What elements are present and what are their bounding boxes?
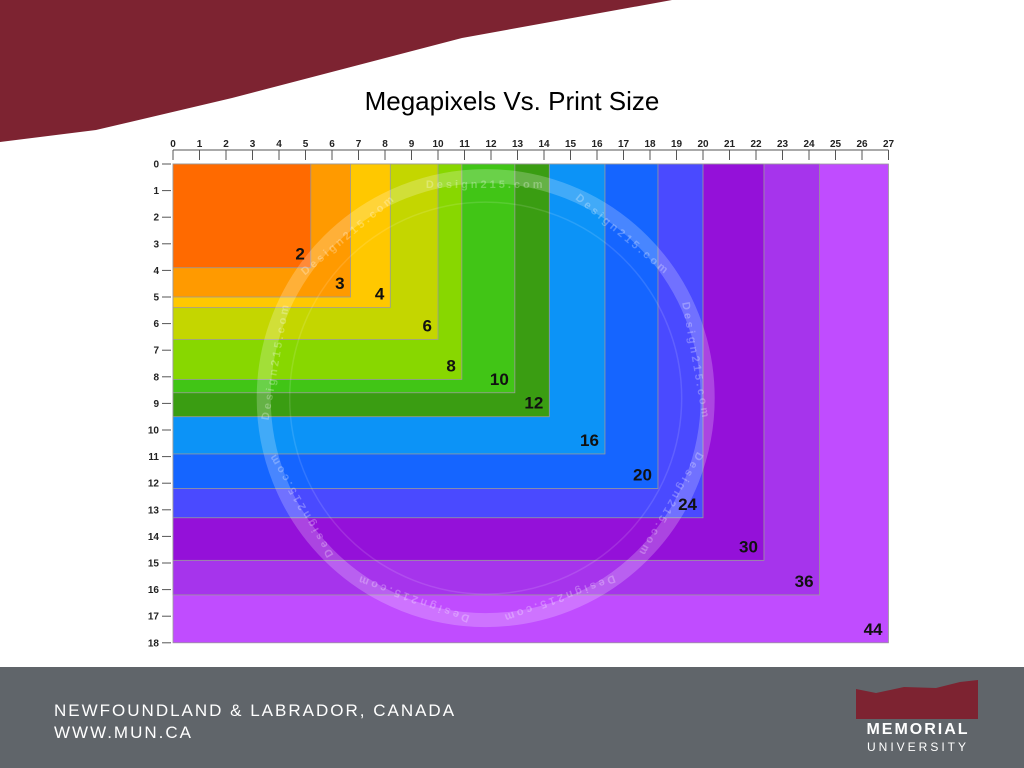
logo-flag-icon bbox=[856, 680, 978, 719]
x-tick-label: 26 bbox=[856, 139, 868, 150]
footer-url[interactable]: WWW.MUN.CA bbox=[54, 723, 193, 742]
y-tick-label: 6 bbox=[153, 319, 159, 330]
area-label-44: 44 bbox=[864, 620, 883, 639]
area-label-10: 10 bbox=[490, 370, 509, 389]
logo-subtitle: UNIVERSITY bbox=[866, 740, 969, 754]
y-tick-label: 10 bbox=[148, 426, 160, 437]
x-tick-label: 27 bbox=[883, 139, 895, 150]
x-tick-label: 3 bbox=[250, 139, 256, 150]
area-label-8: 8 bbox=[446, 356, 455, 375]
y-tick-label: 0 bbox=[153, 160, 159, 171]
watermark-ring bbox=[256, 169, 715, 628]
x-tick-label: 19 bbox=[671, 139, 683, 150]
x-tick-label: 10 bbox=[432, 139, 444, 150]
y-tick-label: 12 bbox=[148, 479, 160, 490]
x-tick-label: 5 bbox=[303, 139, 309, 150]
area-label-36: 36 bbox=[795, 572, 814, 591]
area-label-3: 3 bbox=[335, 274, 344, 293]
x-tick-label: 20 bbox=[697, 139, 709, 150]
header-banner bbox=[0, 0, 672, 142]
y-tick-label: 16 bbox=[148, 585, 160, 596]
x-tick-label: 21 bbox=[724, 139, 736, 150]
footer-region: NEWFOUNDLAND & LABRADOR, CANADA bbox=[54, 701, 457, 720]
area-label-6: 6 bbox=[423, 317, 432, 336]
chart-areas bbox=[172, 163, 889, 644]
print-size-chart: Design215.comDesign215.comDesign215.comD… bbox=[148, 139, 895, 649]
x-tick-label: 25 bbox=[830, 139, 842, 150]
y-tick-label: 13 bbox=[148, 505, 160, 516]
university-logo: MEMORIAL UNIVERSITY bbox=[856, 679, 986, 767]
y-tick-label: 4 bbox=[153, 266, 159, 277]
x-tick-label: 14 bbox=[538, 139, 550, 150]
area-label-12: 12 bbox=[524, 394, 543, 413]
x-tick-label: 4 bbox=[276, 139, 282, 150]
logo-flag-shape bbox=[856, 680, 978, 719]
x-tick-label: 9 bbox=[409, 139, 415, 150]
x-tick-label: 23 bbox=[777, 139, 789, 150]
area-2mp bbox=[172, 163, 312, 269]
y-tick-label: 14 bbox=[148, 532, 160, 543]
x-tick-label: 0 bbox=[170, 139, 176, 150]
area-label-20: 20 bbox=[633, 466, 652, 485]
x-tick-label: 13 bbox=[512, 139, 524, 150]
area-label-4: 4 bbox=[375, 285, 385, 304]
x-tick-label: 22 bbox=[750, 139, 762, 150]
x-tick-label: 12 bbox=[485, 139, 497, 150]
x-tick-label: 1 bbox=[197, 139, 203, 150]
area-label-24: 24 bbox=[678, 495, 697, 514]
chart-area-labels: 44 36 30 24 20 16 12 10 8 6 4 3 2 bbox=[295, 245, 883, 639]
area-label-16: 16 bbox=[580, 431, 599, 450]
y-tick-label: 9 bbox=[153, 399, 159, 410]
watermark-text: Design215.com bbox=[426, 179, 546, 191]
watermark-ring-inner bbox=[288, 201, 683, 595]
area-label-2: 2 bbox=[295, 245, 304, 264]
y-tick-label: 3 bbox=[153, 239, 159, 250]
x-tick-label: 11 bbox=[459, 139, 470, 150]
y-tick-label: 8 bbox=[153, 372, 159, 383]
y-tick-label: 5 bbox=[153, 293, 159, 304]
footer-bar: NEWFOUNDLAND & LABRADOR, CANADA WWW.MUN.… bbox=[0, 667, 1024, 768]
x-tick-label: 16 bbox=[591, 139, 603, 150]
y-tick-label: 17 bbox=[148, 612, 160, 623]
x-tick-label: 6 bbox=[329, 139, 335, 150]
x-tick-label: 8 bbox=[382, 139, 388, 150]
y-tick-label: 7 bbox=[153, 346, 159, 357]
chart-axes: 0 1 2 3 4 5 6 7 8 9 10 11 12 13 14 15 16 17 18 19 20 21 22 23 24… bbox=[148, 139, 895, 649]
x-tick-label: 2 bbox=[223, 139, 229, 150]
y-tick-label: 15 bbox=[148, 559, 160, 570]
logo-name: MEMORIAL bbox=[866, 721, 970, 738]
banner-shape bbox=[0, 0, 672, 142]
y-tick-label: 1 bbox=[153, 186, 159, 197]
x-tick-label: 24 bbox=[803, 139, 815, 150]
y-tick-label: 18 bbox=[148, 638, 160, 649]
x-tick-label: 15 bbox=[565, 139, 577, 150]
x-tick-label: 18 bbox=[644, 139, 656, 150]
y-tick-label: 2 bbox=[153, 213, 159, 224]
slide-title: Megapixels Vs. Print Size bbox=[364, 86, 660, 116]
x-tick-label: 17 bbox=[618, 139, 630, 150]
area-label-30: 30 bbox=[739, 537, 758, 556]
y-tick-label: 11 bbox=[148, 452, 159, 463]
x-tick-label: 7 bbox=[356, 139, 362, 150]
